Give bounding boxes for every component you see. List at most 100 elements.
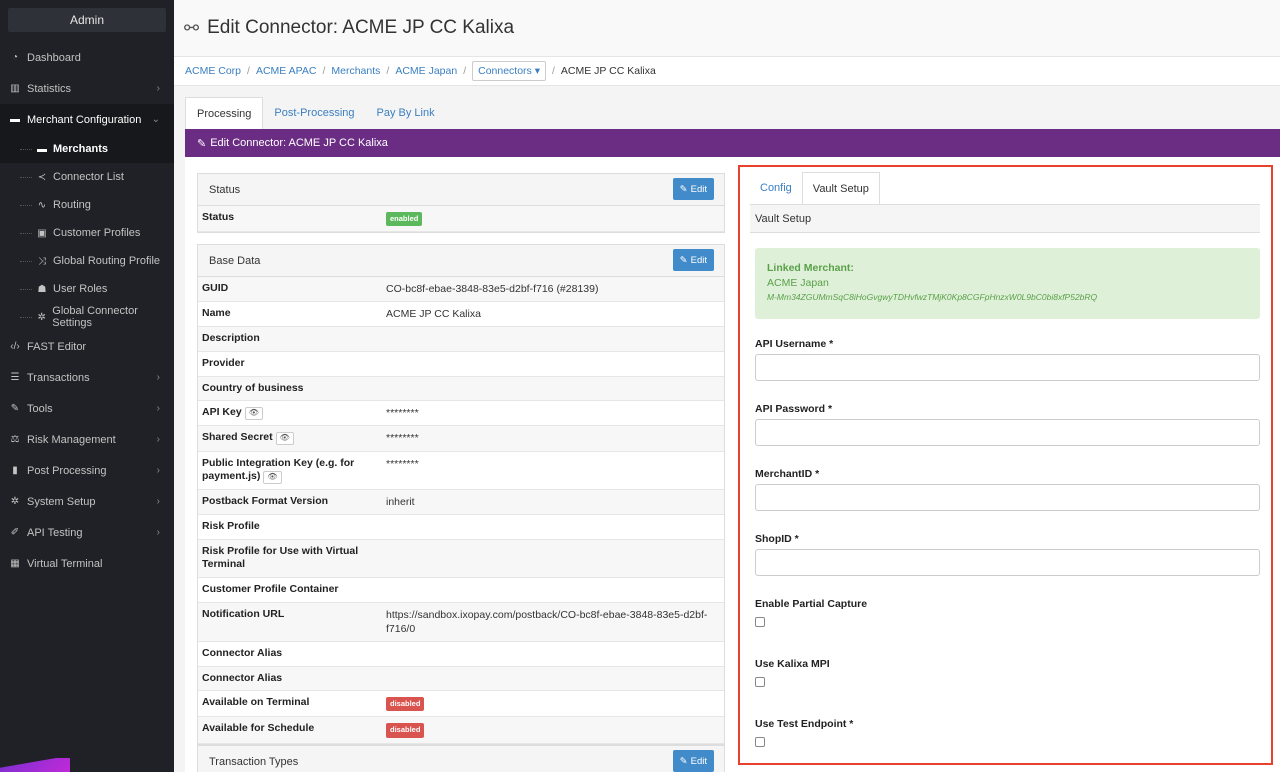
panel-title: Transaction Types	[209, 755, 299, 768]
sidebar-item-statistics[interactable]: ▥ Statistics ›	[0, 73, 174, 104]
row-value	[382, 540, 724, 577]
use-test-endpoint-checkbox[interactable]	[755, 737, 765, 747]
tab-pay-by-link[interactable]: Pay By Link	[376, 107, 435, 119]
sidebar-subitem-label: Global Connector Settings	[52, 305, 138, 329]
sidebar-item-tools[interactable]: ✎ Tools ›	[0, 393, 174, 424]
sidebar-item-fast-editor[interactable]: ‹/› FAST Editor	[0, 331, 174, 362]
eye-toggle-icon[interactable]: 👁	[244, 407, 263, 420]
breadcrumb-link[interactable]: ACME APAC	[255, 65, 317, 77]
row-value	[382, 642, 724, 666]
bar-chart-icon: ▥	[10, 83, 20, 94]
table-row: Description	[198, 327, 724, 352]
calculator-icon: ▦	[10, 558, 20, 569]
row-value	[382, 352, 724, 376]
chevron-right-icon: ›	[156, 465, 160, 476]
status-rows: Status enabled	[198, 206, 724, 233]
sidebar-header[interactable]: Admin	[8, 8, 166, 32]
table-row: Country of business	[198, 376, 724, 402]
api-password-input[interactable]	[755, 419, 1260, 446]
table-row: Public Integration Key (e.g. for payment…	[198, 452, 724, 490]
connectors-dropdown[interactable]: Connectors ▾	[472, 61, 546, 81]
row-value: disabled	[382, 717, 724, 742]
use-kalixa-mpi-checkbox[interactable]	[755, 677, 765, 687]
sidebar-item-virtual-terminal[interactable]: ▦ Virtual Terminal	[0, 548, 174, 579]
enable-partial-capture-checkbox[interactable]	[755, 617, 765, 627]
row-key: Risk Profile for Use with Virtual Termin…	[202, 544, 359, 571]
status-panel: Status ✎ Edit Status enabled	[197, 173, 725, 234]
wrench-icon: ✎	[10, 403, 20, 414]
breadcrumb: ACME Corp / ACME APAC / Merchants / ACME…	[174, 56, 1280, 86]
row-key: GUID	[202, 282, 229, 294]
eye-toggle-icon[interactable]: 👁	[275, 432, 294, 445]
row-value: CO-bc8f-ebae-3848-83e5-d2bf-f716 (#28139…	[386, 283, 599, 295]
panel-title: Status	[209, 183, 241, 196]
sidebar-subitem-user-roles[interactable]: ☗ User Roles	[0, 275, 174, 303]
page-header: ⚯ Edit Connector: ACME JP CC Kalixa	[174, 0, 1280, 56]
sidebar-item-merchant-configuration[interactable]: ▬ Merchant Configuration ⌄	[0, 104, 174, 135]
table-row: Postback Format Version inherit	[198, 489, 724, 516]
sidebar-subitem-label: User Roles	[53, 283, 108, 295]
sidebar-subitem-merchants[interactable]: ▬ Merchants	[0, 135, 174, 163]
edit-base-data-button[interactable]: ✎ Edit	[672, 249, 714, 271]
chevron-right-icon: ›	[156, 496, 160, 507]
tab-post-processing[interactable]: Post-Processing	[274, 107, 355, 119]
sidebar-subitem-connector-list[interactable]: ≺ Connector List	[0, 163, 174, 191]
sidebar-item-api-testing[interactable]: ✐ API Testing ›	[0, 517, 174, 548]
sidebar-item-label: Statistics	[27, 82, 72, 95]
panel-header: Base Data ✎ Edit	[198, 245, 724, 277]
gear-icon: ✲	[37, 311, 46, 323]
table-row: API Key 👁 ********	[198, 401, 724, 427]
sidebar-subitem-global-connector-settings[interactable]: ✲ Global Connector Settings	[0, 303, 174, 331]
eye-toggle-icon[interactable]: 👁	[263, 471, 282, 484]
balance-scale-icon: ⚖	[10, 434, 20, 445]
sidebar-subitem-global-routing-profile[interactable]: ⤨ Global Routing Profile	[0, 247, 174, 275]
edit-transaction-types-button[interactable]: ✎ Edit	[672, 750, 714, 772]
tab-processing[interactable]: Processing	[185, 97, 264, 129]
shuffle-icon: ⤨	[38, 255, 46, 267]
chevron-right-icon: ›	[156, 83, 160, 94]
breadcrumb-link[interactable]: ACME Corp	[185, 65, 242, 77]
sidebar-subitem-label: Routing	[53, 199, 91, 211]
table-row: Status enabled	[198, 206, 724, 233]
sidebar-item-system-setup[interactable]: ✲ System Setup ›	[0, 486, 174, 517]
status-badge: disabled	[386, 697, 425, 712]
flask-icon: ✐	[10, 527, 20, 538]
row-value: inherit	[386, 495, 415, 508]
row-key: Available on Terminal	[202, 696, 310, 709]
breadcrumb-link[interactable]: ACME Japan	[395, 65, 458, 77]
sidebar-item-transactions[interactable]: ☰ Transactions ›	[0, 362, 174, 393]
tab-vault-setup[interactable]: Vault Setup	[801, 172, 880, 204]
row-value: ********	[386, 432, 419, 445]
api-username-input[interactable]	[755, 354, 1260, 381]
share-icon: ≺	[37, 171, 47, 183]
sidebar-subitem-routing[interactable]: ∿ Routing	[0, 191, 174, 219]
sidebar-subitem-customer-profiles[interactable]: ▣ Customer Profiles	[0, 219, 174, 247]
shop-id-label: ShopID *	[755, 533, 799, 545]
content-area: Status ✎ Edit Status enabled Base Data ✎…	[185, 157, 1280, 772]
sidebar-subitem-label: Merchants	[53, 143, 109, 155]
merchant-id-input[interactable]	[755, 484, 1260, 511]
sidebar-item-dashboard[interactable]: ◔ Dashboard	[0, 42, 174, 73]
sidebar-item-label: Virtual Terminal	[27, 557, 103, 570]
sidebar-item-risk-management[interactable]: ⚖ Risk Management ›	[0, 424, 174, 455]
status-badge: disabled	[386, 723, 425, 738]
table-row: Notification URL https://sandbox.ixopay.c…	[198, 602, 724, 642]
row-value: ********	[386, 407, 419, 420]
use-kalixa-mpi-label: Use Kalixa MPI	[755, 658, 830, 670]
routing-icon: ∿	[37, 199, 47, 211]
row-key: Shared Secret 👁	[198, 426, 382, 450]
tab-config[interactable]: Config	[760, 182, 792, 194]
merchant-id-label: MerchantID *	[755, 468, 820, 480]
main-area: ⚯ Edit Connector: ACME JP CC Kalixa ACME…	[174, 0, 1280, 772]
edit-icon: ✎	[679, 755, 688, 767]
vault-setup-section: Config Vault Setup Vault Setup Linked Me…	[738, 165, 1273, 765]
chevron-right-icon: ›	[156, 434, 160, 445]
row-key: Connector Alias	[202, 646, 283, 659]
shop-id-input[interactable]	[755, 549, 1260, 576]
row-key: Provider	[202, 356, 245, 369]
sidebar-item-post-processing[interactable]: ▮ Post Processing ›	[0, 455, 174, 486]
breadcrumb-link[interactable]: Merchants	[331, 65, 381, 77]
vault-setup-header: Vault Setup	[750, 204, 1260, 233]
table-row: Risk Profile	[198, 515, 724, 540]
edit-status-button[interactable]: ✎ Edit	[672, 178, 714, 200]
